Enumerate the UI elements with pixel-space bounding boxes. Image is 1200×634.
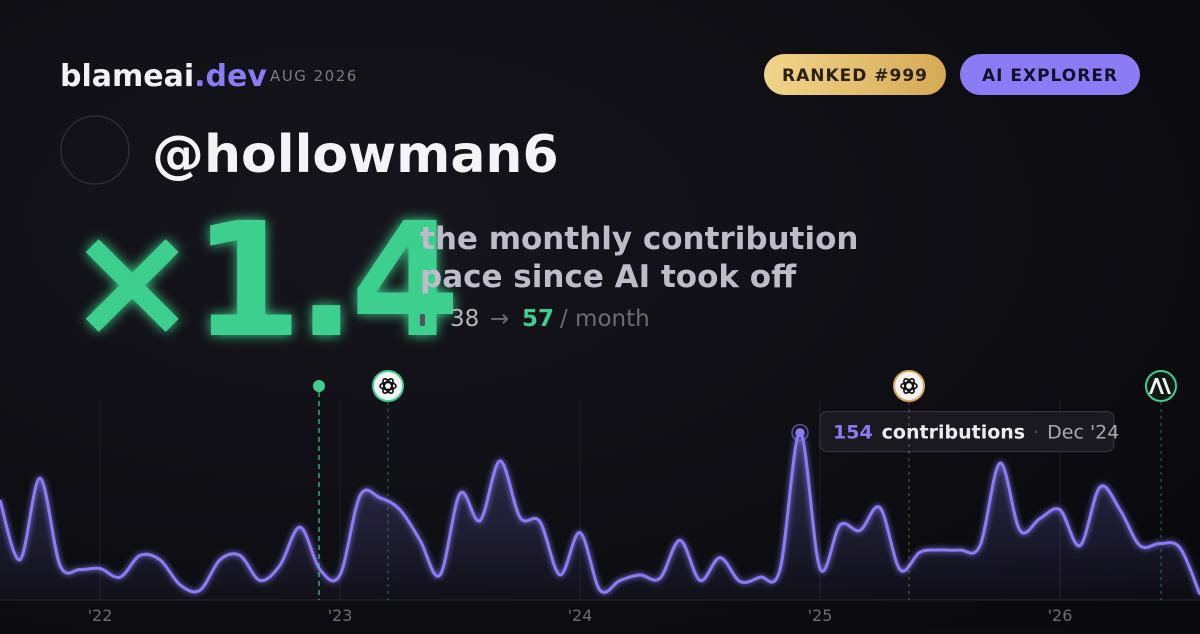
tooltip — [819, 411, 1115, 453]
pace-icon-before — [420, 314, 425, 326]
event-markers — [313, 370, 1177, 600]
x-tick-label: '26 — [1048, 606, 1073, 625]
chart: '22 '23 '24 '25 '26 154 contributions · Dec '24 — [0, 400, 1200, 625]
brand-tld: .dev — [194, 59, 267, 94]
pace: 38 → 57 / month — [450, 306, 650, 332]
x-tick-label: '22 — [88, 606, 113, 625]
tooltip-sep: · — [1033, 422, 1039, 444]
event-icon — [893, 370, 925, 402]
handle: @hollowman6 — [152, 125, 559, 185]
explorer-badge-text: AI EXPLORER — [982, 66, 1118, 86]
tagline-line: pace since AI took off — [420, 259, 797, 295]
event-dot — [313, 380, 325, 392]
pace-before: 38 — [450, 306, 479, 332]
tagline-line: the monthly contribution — [420, 221, 858, 257]
x-tick-label: '25 — [808, 606, 833, 625]
pace-arrow: → — [490, 306, 509, 332]
brand-name: blameai — [60, 59, 194, 94]
avatar — [60, 115, 130, 185]
pace-icon-after — [430, 308, 436, 326]
series-line — [0, 431, 1200, 596]
x-tick-label: '24 — [568, 606, 593, 625]
brand: blameai.dev — [60, 59, 267, 94]
highlight-ring — [791, 423, 809, 442]
tooltip-date: Dec '24 — [1047, 422, 1119, 444]
rank-badge-text: RANKED #999 — [782, 66, 928, 86]
openai-glyph — [379, 378, 397, 394]
rank-badge — [764, 54, 946, 95]
date: AUG 2026 — [270, 67, 358, 85]
pace-unit: / month — [560, 306, 650, 332]
tooltip-text: 154 contributions · Dec '24 — [833, 422, 1119, 444]
tooltip-label: contributions — [882, 422, 1025, 444]
pace-after: 57 — [522, 306, 554, 332]
openai-glyph — [900, 378, 918, 394]
series-area — [0, 432, 1200, 600]
anthropic-glyph — [1149, 378, 1171, 394]
multiplier: ×1.4 — [66, 189, 454, 373]
highlight-point — [795, 428, 805, 438]
explorer-badge — [960, 54, 1140, 95]
tooltip-value: 154 — [833, 422, 873, 444]
x-tick-label: '23 — [328, 606, 353, 625]
event-icon — [372, 370, 404, 402]
